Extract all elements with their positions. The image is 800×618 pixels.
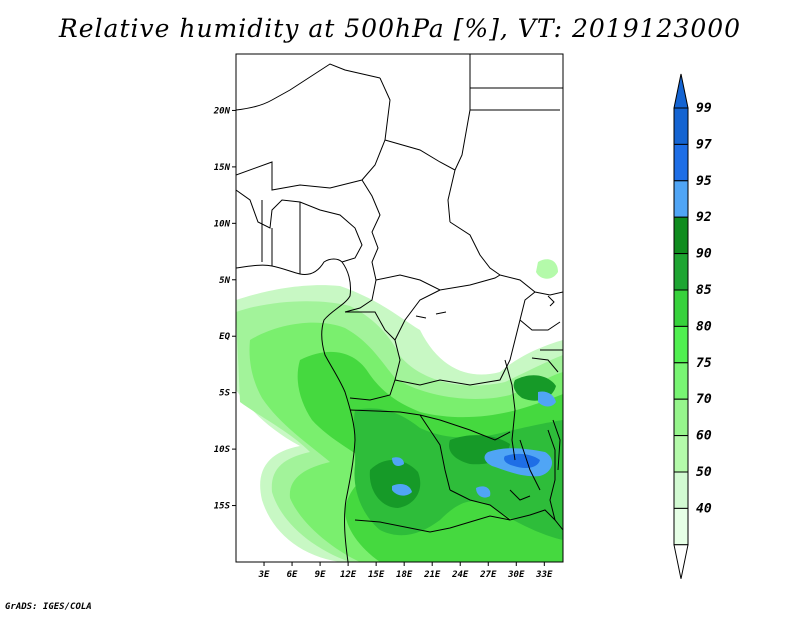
colorbar-top-arrow	[673, 73, 689, 109]
latitude-axis: 20N 15N 10N 5N EQ 5S 10S 15S	[213, 106, 236, 512]
colorbar-swatch	[673, 253, 689, 291]
colorbar-swatch	[673, 216, 689, 255]
colorbar-swatch	[673, 107, 689, 145]
colorbar-label: 40	[696, 501, 712, 516]
lon-tick-label: 18E	[396, 570, 413, 580]
colorbar-swatch	[673, 180, 689, 218]
lat-tick-label: 15N	[214, 163, 231, 173]
colorbar-label: 75	[696, 356, 712, 371]
country-borders	[236, 54, 563, 562]
lon-tick-label: 12E	[340, 570, 357, 580]
lat-tick-label: 15S	[214, 502, 231, 512]
longitude-axis: 3E 6E 9E 12E 15E 18E 21E 24E 27E 30E 33E	[258, 562, 553, 580]
colorbar-label: 50	[696, 465, 712, 480]
lat-tick-label: 20N	[213, 106, 231, 116]
colorbar-swatch	[673, 362, 689, 400]
lat-tick-label: EQ	[219, 332, 230, 342]
colorbar-bottom-arrow	[673, 544, 689, 579]
colorbar-label: 90	[696, 247, 712, 262]
lon-tick-label: 9E	[315, 570, 326, 580]
colorbar-label: 60	[696, 429, 712, 444]
lon-tick-label: 24E	[451, 570, 469, 580]
lat-tick-label: 10S	[214, 445, 231, 455]
colorbar-swatch	[673, 325, 689, 364]
credit-text: GrADS: IGES/COLA	[5, 602, 92, 612]
colorbar-label: 99	[696, 101, 712, 116]
colorbar-label: 97	[696, 137, 712, 152]
lat-tick-label: 10N	[214, 219, 231, 229]
colorbar-swatch	[673, 435, 689, 473]
lat-tick-label: 5N	[219, 276, 230, 286]
colorbar: 99 97 95 92 90 85 80 75 70 60 50 40	[673, 73, 712, 579]
colorbar-label: 95	[696, 174, 712, 189]
lon-tick-label: 33E	[535, 570, 553, 580]
lon-tick-label: 3E	[258, 570, 270, 580]
humidity-shading	[236, 259, 563, 562]
colorbar-label: 80	[696, 319, 712, 334]
colorbar-swatch	[673, 507, 689, 546]
lon-tick-label: 21E	[423, 570, 441, 580]
lon-tick-label: 15E	[368, 570, 385, 580]
colorbar-label: 85	[696, 283, 712, 298]
colorbar-label: 92	[696, 210, 712, 225]
map-frame	[235, 53, 564, 563]
colorbar-swatch	[673, 398, 689, 437]
colorbar-swatch	[673, 289, 689, 327]
lat-tick-label: 5S	[219, 389, 230, 399]
lon-tick-label: 27E	[479, 570, 497, 580]
colorbar-swatch	[673, 471, 689, 509]
colorbar-label: 70	[696, 392, 712, 407]
lon-tick-label: 6E	[287, 570, 298, 580]
lon-tick-label: 30E	[507, 570, 525, 580]
map-title: Relative humidity at 500hPa [%], VT: 201…	[58, 14, 742, 43]
colorbar-swatch	[673, 143, 689, 182]
